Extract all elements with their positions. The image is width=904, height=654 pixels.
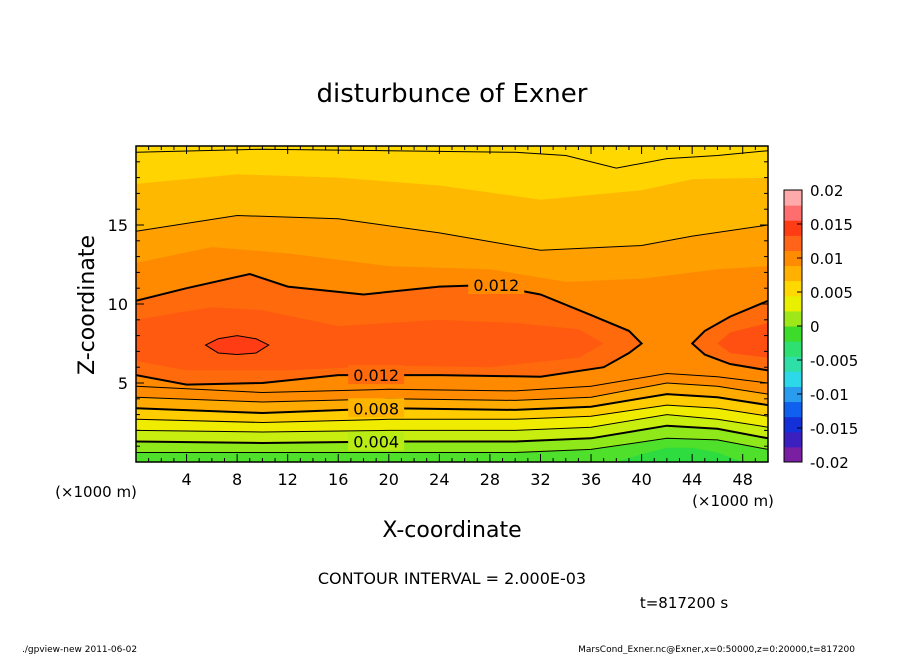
band-core-right-inner <box>717 323 768 358</box>
colorbar-swatch <box>784 356 802 372</box>
contour-line <box>136 372 768 394</box>
x-unit-left: (×1000 m) <box>55 483 137 501</box>
x-tick-label: 4 <box>181 470 191 489</box>
colorbar-swatch <box>784 310 802 327</box>
colorbar-swatch <box>784 386 802 403</box>
colorbar-tick-label: -0.01 <box>810 386 849 404</box>
colorbar-swatch <box>784 265 802 282</box>
chart-title: disturbunce of Exner <box>317 79 588 109</box>
colorbar-swatch <box>784 371 802 387</box>
contour-line <box>136 214 768 251</box>
colorbar-ticks: 0.02 0.015 0.01 0.005 0 -0.005 -0.01 -0.015 -0.0… <box>797 182 858 472</box>
contour-line <box>136 404 768 424</box>
colorbar-tick-label: 0.01 <box>810 250 843 268</box>
contour-field <box>136 146 768 462</box>
time-label: t=817200 s <box>640 594 728 612</box>
y-tick-label: 10 <box>108 295 128 314</box>
colorbar-swatch <box>784 431 802 448</box>
footer-left: ./gpview-new 2011-06-02 <box>22 645 137 654</box>
x-axis-ticks: 4 8 12 16 20 24 28 32 36 40 44 48 <box>135 146 769 489</box>
colorbar-swatch <box>784 341 802 357</box>
colorbar-tick-label: -0.015 <box>810 420 858 438</box>
band-l7 <box>136 438 768 462</box>
contour-line-max <box>204 335 270 356</box>
colorbar-swatch <box>784 205 802 221</box>
contour-lines <box>136 148 768 453</box>
colorbar-tick-label: 0 <box>810 318 820 336</box>
band-l8 <box>616 447 743 462</box>
x-tick-label: 16 <box>328 470 348 489</box>
contour-line <box>136 272 644 386</box>
colorbar-tick-label: 0.005 <box>810 284 853 302</box>
contour-interval-text: CONTOUR INTERVAL = 2.000E-03 <box>318 569 586 588</box>
colorbar-tick-label: 0.015 <box>810 216 853 234</box>
colorbar-swatch <box>784 326 802 342</box>
footer-right: MarsCond_Exner.nc@Exner,x=0:50000,z=0:20… <box>578 645 855 654</box>
band-core-inner <box>136 307 604 371</box>
contour-line <box>136 437 768 453</box>
colorbar-swatch <box>784 220 802 236</box>
contour-label-bg <box>348 398 405 418</box>
x-unit-right: (×1000 m) <box>692 492 774 510</box>
colorbar-swatch <box>784 446 802 463</box>
colorbar-tick-label: 0.02 <box>810 182 843 200</box>
x-tick-label: 44 <box>682 470 702 489</box>
colorbar-tick-label: -0.02 <box>810 454 849 472</box>
x-tick-label: 12 <box>278 470 298 489</box>
colorbar-swatch <box>784 416 802 433</box>
x-tick-label: 8 <box>232 470 242 489</box>
contour-label-bg <box>468 275 525 295</box>
contour-line <box>690 299 768 372</box>
contour-label: 0.012 <box>473 276 519 295</box>
colorbar-swatch <box>784 295 802 312</box>
colorbar-swatch <box>784 190 802 206</box>
x-tick-label: 40 <box>631 470 651 489</box>
colorbar-swatch <box>784 250 802 267</box>
x-tick-label: 32 <box>530 470 550 489</box>
contour-label: 0.004 <box>353 432 399 451</box>
contour-label: 0.012 <box>353 366 399 385</box>
x-tick-label: 36 <box>581 470 601 489</box>
colorbar-swatch <box>784 401 802 418</box>
colorbar-swatch <box>784 280 802 297</box>
x-tick-label: 48 <box>733 470 753 489</box>
contour-line <box>136 382 768 403</box>
contour-label: 0.008 <box>353 399 399 418</box>
colorbar-swatch <box>784 235 802 251</box>
contour-label-bg <box>348 431 405 451</box>
y-tick-label: 5 <box>118 374 128 393</box>
colorbar <box>783 189 803 463</box>
colorbar-tick-label: -0.005 <box>810 352 858 370</box>
contour-line <box>136 414 768 433</box>
x-tick-label: 28 <box>480 470 500 489</box>
contour-line <box>136 424 768 445</box>
y-tick-label: 15 <box>108 216 128 235</box>
contour-labels: 0.012 0.012 0.008 0.004 <box>348 275 525 451</box>
contour-line <box>136 393 768 415</box>
band-max <box>205 335 269 355</box>
x-tick-label: 20 <box>379 470 399 489</box>
y-axis-ticks: 5 10 15 <box>108 145 768 463</box>
x-tick-label: 24 <box>429 470 449 489</box>
contour-line <box>136 148 768 169</box>
contour-label-bg <box>348 365 405 385</box>
y-axis-label: Z-coordinate <box>75 235 100 375</box>
x-axis-label: X-coordinate <box>382 518 521 543</box>
